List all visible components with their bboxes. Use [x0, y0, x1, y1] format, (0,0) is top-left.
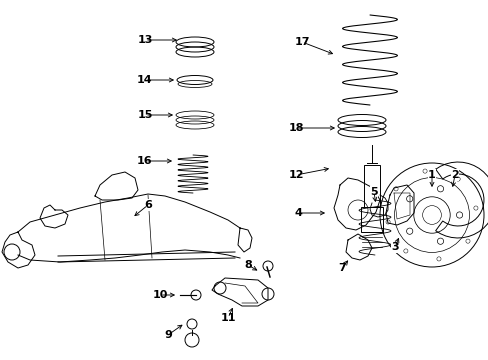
Text: 1: 1 — [427, 170, 435, 180]
Text: 11: 11 — [220, 313, 235, 323]
Text: 16: 16 — [137, 156, 153, 166]
Circle shape — [422, 169, 426, 173]
Text: 17: 17 — [294, 37, 309, 47]
Text: 15: 15 — [137, 110, 152, 120]
Circle shape — [406, 196, 412, 202]
Text: 9: 9 — [164, 330, 172, 340]
Text: 8: 8 — [244, 260, 251, 270]
Text: 6: 6 — [144, 200, 152, 210]
Text: 10: 10 — [152, 290, 167, 300]
Circle shape — [436, 257, 440, 261]
Circle shape — [465, 239, 469, 243]
Text: 7: 7 — [337, 263, 345, 273]
Circle shape — [455, 177, 459, 181]
Text: 18: 18 — [287, 123, 303, 133]
Text: 5: 5 — [369, 187, 377, 197]
Text: 4: 4 — [293, 208, 301, 218]
Bar — [360, 207, 382, 232]
Text: 3: 3 — [390, 242, 398, 252]
Circle shape — [436, 186, 443, 192]
Circle shape — [403, 249, 407, 253]
Circle shape — [473, 206, 477, 210]
Circle shape — [393, 187, 397, 191]
Circle shape — [406, 228, 412, 234]
Circle shape — [385, 220, 389, 224]
Text: 2: 2 — [450, 170, 458, 180]
Text: 13: 13 — [137, 35, 152, 45]
Bar — [363, 165, 379, 207]
Text: 12: 12 — [287, 170, 303, 180]
Circle shape — [436, 238, 443, 244]
Circle shape — [455, 212, 462, 218]
Text: 14: 14 — [137, 75, 153, 85]
